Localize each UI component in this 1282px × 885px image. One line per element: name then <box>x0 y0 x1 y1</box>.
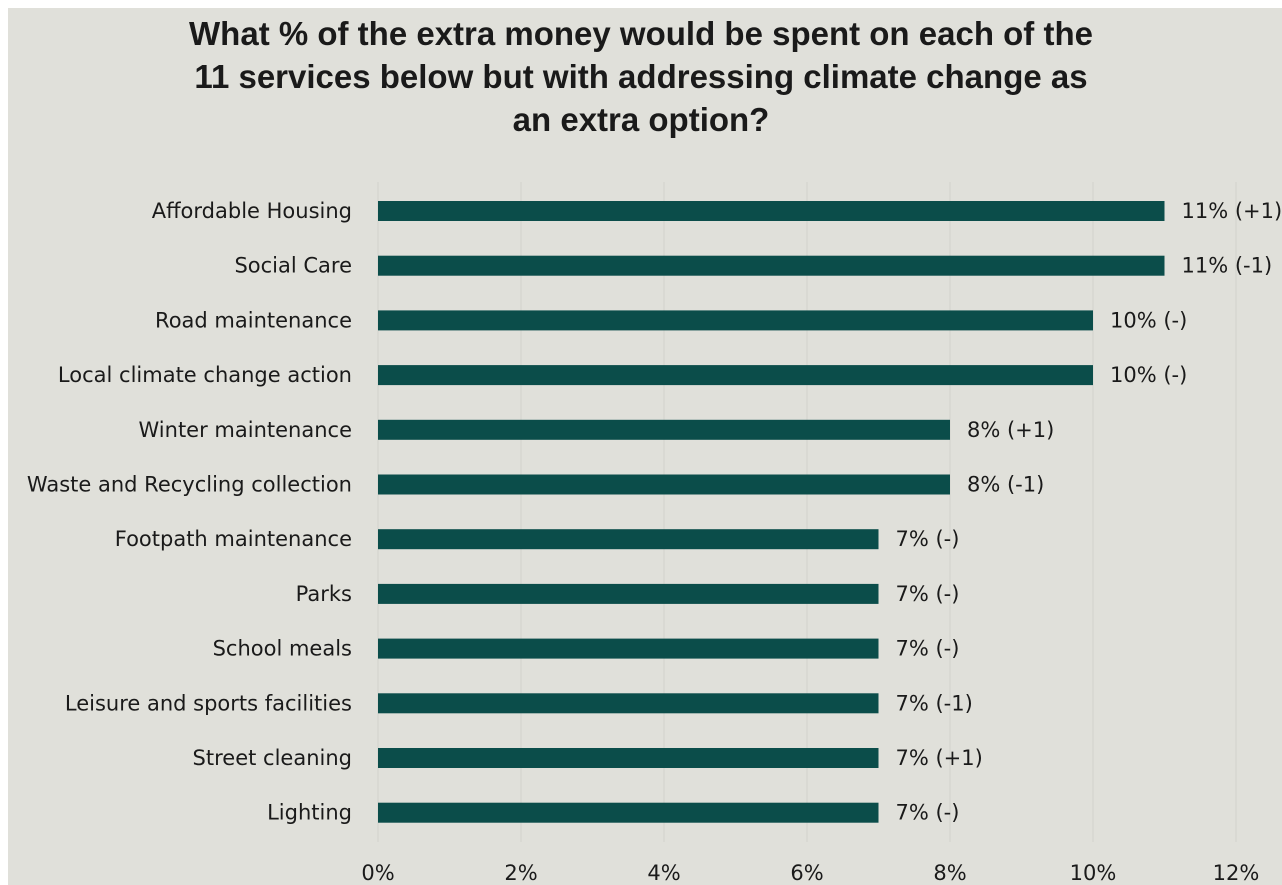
bar <box>378 255 1165 276</box>
bar <box>378 474 950 495</box>
bar <box>378 529 879 550</box>
bar <box>378 419 950 440</box>
x-tick-label: 10% <box>1070 861 1117 885</box>
x-tick-label: 2% <box>504 861 537 885</box>
bars <box>378 201 1165 823</box>
chart-title-line-2: 11 services below but with addressing cl… <box>194 58 1088 95</box>
data-label: 11% (-1) <box>1182 254 1273 278</box>
x-tick-label: 6% <box>790 861 823 885</box>
category-label: Parks <box>296 582 352 606</box>
category-labels: Affordable Housing Social Care Road mainte… <box>27 199 352 825</box>
bar <box>378 638 879 659</box>
x-tick-label: 4% <box>647 861 680 885</box>
data-label: 10% (-) <box>1110 308 1187 332</box>
bar <box>378 583 879 604</box>
category-label: Local climate change action <box>58 363 352 387</box>
data-label: 8% (+1) <box>967 418 1054 442</box>
bar <box>378 693 879 714</box>
category-label: Street cleaning <box>193 746 352 770</box>
data-label: 8% (-1) <box>967 473 1044 497</box>
bar <box>378 365 1093 386</box>
data-label: 11% (+1) <box>1182 199 1282 223</box>
category-label: School meals <box>213 637 352 661</box>
x-tick-label: 0% <box>361 861 394 885</box>
chart-title-line-3: an extra option? <box>512 101 770 138</box>
category-label: Road maintenance <box>155 308 352 332</box>
bar <box>378 310 1093 331</box>
data-label: 7% (-1) <box>896 691 973 715</box>
category-label: Leisure and sports facilities <box>65 691 352 715</box>
category-label: Winter maintenance <box>139 418 353 442</box>
bar <box>378 748 879 768</box>
x-axis-tick-labels: 0% 2% 4% 6% 8% 10% 12% <box>361 861 1259 885</box>
data-labels: 11% (+1) 11% (-1) 10% (-) 10% (-) 8% (+1) 8% … <box>896 199 1282 825</box>
data-label: 7% (-) <box>896 637 960 661</box>
data-label: 7% (-) <box>896 801 960 825</box>
x-tick-label: 12% <box>1213 861 1260 885</box>
gridlines <box>377 182 1237 842</box>
chart-title-line-1: What % of the extra money would be spent… <box>189 15 1093 52</box>
data-label: 7% (-) <box>896 527 960 551</box>
data-label: 10% (-) <box>1110 363 1187 387</box>
category-label: Lighting <box>267 801 352 825</box>
bar <box>378 802 879 823</box>
category-label: Affordable Housing <box>152 199 352 223</box>
data-label: 7% (+1) <box>896 746 983 770</box>
category-label: Waste and Recycling collection <box>27 473 352 497</box>
chart-background <box>8 8 1282 885</box>
category-label: Footpath maintenance <box>115 527 352 551</box>
data-label: 7% (-) <box>896 582 960 606</box>
x-tick-label: 8% <box>933 861 966 885</box>
bar <box>378 201 1165 221</box>
chart-title: What % of the extra money would be spent… <box>0 12 1282 141</box>
category-label: Social Care <box>234 254 352 278</box>
